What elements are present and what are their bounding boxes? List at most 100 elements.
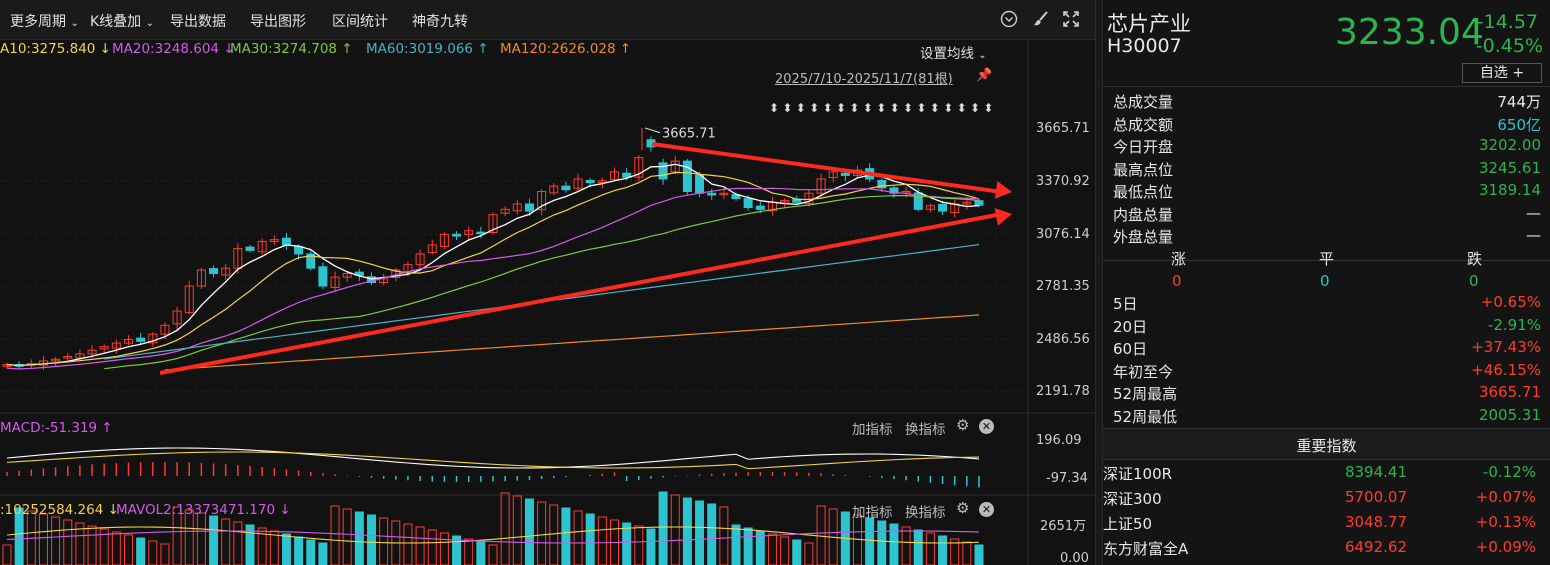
candle-body [925,205,935,210]
export-chart-button[interactable]: 导出图形 [250,14,306,30]
candle-body [257,240,267,253]
volume-bar [342,508,352,565]
volume-bar [257,527,267,565]
index-row[interactable]: 东方财富全A 6492.62 +0.09% [1103,538,1550,562]
candle-body [306,253,316,269]
ma-settings-label: 设置均线 [920,46,974,62]
candle-body [840,172,850,176]
index-header-bar: 重要指数 [1103,428,1550,460]
breadth-up-label: 涨 [1171,250,1187,268]
panel-splitter[interactable] [1095,0,1103,565]
stat-label: 总成交额 [1113,115,1174,134]
switch-indicator-button[interactable]: 换指标 [905,422,946,438]
candle-body [816,178,826,194]
candle-body [415,253,425,266]
volume-bar [524,498,534,565]
volume-bar [136,537,146,565]
period-value: +37.43% [1471,338,1541,356]
chevron-down-icon: ⌄ [978,50,987,61]
gear-icon[interactable]: ⚙ [956,416,970,434]
volume-bar [330,505,340,565]
candle-body [804,192,814,205]
export-data-button[interactable]: 导出数据 [170,14,226,30]
candle-body [512,203,522,212]
candle-body [427,244,437,253]
index-row-name: 深证100R [1103,465,1173,483]
switch-indicator-button[interactable]: 换指标 [905,505,946,521]
volume-bar [124,534,133,565]
index-name: 芯片产业 [1107,12,1191,36]
pin-icon[interactable]: 📌 [976,68,993,83]
mavol2-legend: MAVOL2:13373471.170 ↓ [116,502,291,518]
add-watchlist-button[interactable]: 自选 + [1462,63,1542,83]
chart-toolbar: 更多周期 ⌄ K线叠加 ⌄ 导出数据 导出图形 区间统计 神奇九转 [0,0,1095,40]
add-indicator-button[interactable]: 加指标 [852,505,893,521]
peak-price-label: 3665.71 [662,127,716,142]
more-period-menu[interactable]: 更多周期 ⌄ [10,11,79,31]
volume-bar [184,509,194,565]
index-row[interactable]: 深证100R 8394.41 -0.12% [1103,463,1550,487]
kline-chart-pane[interactable]: 3665.71 ⬍ ⬍ ⬍ ⬍ ⬍ ⬍ ⬍ ⬍ ⬍ ⬍ ⬍ ⬍ ⬍ ⬍ ⬍ ⬍ ⬍ A10:3275.840 ↓ … [0,40,1095,565]
volume-bar [512,495,522,565]
candle-body [695,174,705,194]
volume-bar [804,542,814,565]
volume-bar [950,538,960,565]
ma20-legend: MA20:3248.604 ↓ [112,41,235,57]
candle-body [63,356,73,359]
peak-marker-line [644,127,661,134]
candle-body [452,233,462,237]
ma120-line [164,314,980,371]
volume-bar [646,528,656,565]
magic-nine-button[interactable]: 神奇九转 [412,14,468,30]
interval-stats-button[interactable]: 区间统计 [332,14,388,30]
volume-bar [111,531,121,565]
candle-body [974,200,984,206]
ma-settings-dropdown[interactable]: 设置均线 ⌄ [920,42,987,62]
period-value: -2.91% [1487,315,1541,334]
date-range-label[interactable]: 2025/7/10-2025/11/7(81根) [775,72,953,87]
volume-bar [306,539,316,565]
close-icon[interactable]: ✕ [979,502,994,517]
candle-body [160,324,170,335]
chevron-down-icon: ⌄ [145,18,155,29]
volume-bar [913,529,923,565]
candle-body [755,205,765,210]
volume-bar [901,526,911,565]
kline-overlay-menu[interactable]: K线叠加 ⌄ [90,11,154,31]
volume-bar [63,519,73,565]
volume-bar [269,530,279,565]
volume-bar [367,514,376,565]
signal-arrow-icon: ⬍ [903,101,913,115]
close-icon[interactable]: ✕ [979,419,994,434]
candle-body [464,230,474,236]
brush-draw-icon[interactable] [1032,10,1050,32]
candle-body [500,208,510,214]
volume-bar [148,540,158,565]
last-price: 3233.04 [1335,12,1484,53]
candle-body [682,160,692,192]
add-indicator-button[interactable]: 加指标 [852,422,893,438]
index-row[interactable]: 上证50 3048.77 +0.13% [1103,513,1550,537]
stat-label: 最低点位 [1113,183,1174,201]
index-row-value: 8394.41 [1344,463,1407,481]
volume-bar [196,512,206,565]
kline-chart-svg[interactable]: 3665.71⬍ ⬍ ⬍ ⬍ ⬍ ⬍ ⬍ ⬍ ⬍ ⬍ ⬍ ⬍ ⬍ ⬍ ⬍ ⬍ ⬍ [0,40,1095,565]
volume-bar [743,527,753,565]
macd-legend: MACD:-51.319 ↑ [0,420,113,436]
period-label: 20日 [1113,317,1148,336]
candle-body [913,192,923,210]
volume-bar [792,539,802,565]
collapse-circle-icon[interactable] [1000,10,1018,32]
index-row[interactable]: 深证300 5700.07 +0.07% [1103,488,1550,512]
volume-bar [172,506,182,565]
price-axis-label: 3076.14 [1036,227,1090,242]
candle-body [634,157,644,178]
signal-arrow-icon: ⬍ [849,101,859,115]
signal-arrow-icon: ⬍ [930,101,940,115]
gear-icon[interactable]: ⚙ [956,499,970,517]
trend-arrow-head [994,180,1012,199]
volume-bar [51,516,61,565]
ma30-legend: MA30:3274.708 ↑ [230,41,353,57]
fullscreen-icon[interactable] [1062,10,1080,32]
breadth-flat-label: 平 [1319,250,1335,268]
